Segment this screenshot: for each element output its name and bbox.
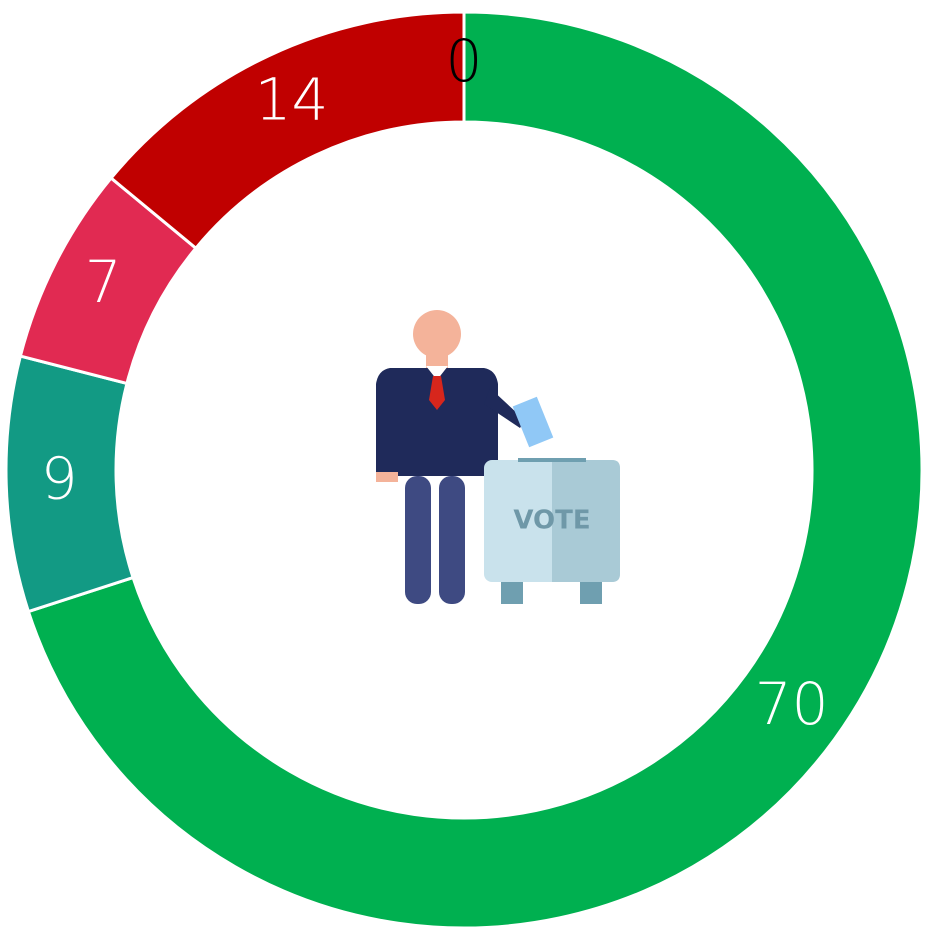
ballot-box-shade [552,460,620,582]
hand [376,472,398,482]
suit [376,368,498,476]
slot [518,458,586,462]
tie [429,376,445,410]
value-label: 70 [755,670,829,738]
box-label: VOTE [513,506,590,536]
collar [426,366,448,380]
value-label: 14 [255,66,329,134]
value-label: 0 [446,27,483,95]
donut [4,10,924,930]
value-label: 7 [85,248,122,316]
box-leg [580,576,602,604]
neck [426,352,448,370]
ballot [512,396,554,448]
leg [439,476,465,604]
head [413,310,461,358]
value-label: 9 [41,445,78,513]
voter-icon: VOTE [376,310,620,604]
leg [405,476,431,604]
slice [26,10,924,930]
box-leg [501,576,523,604]
